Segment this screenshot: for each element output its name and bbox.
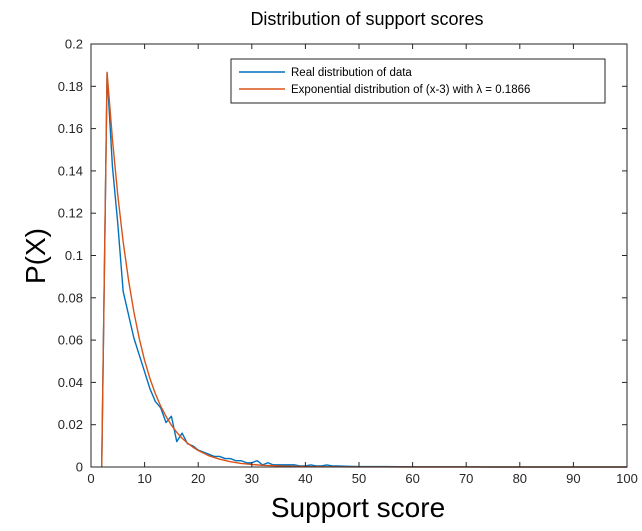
y-tick-label: 0.08 [58,290,83,305]
x-axis-label: Support score [271,492,445,523]
x-tick-label: 90 [566,471,580,486]
x-tick-label: 100 [616,471,638,486]
plot-area [91,44,627,467]
x-tick-label: 10 [137,471,151,486]
x-tick-label: 0 [87,471,94,486]
y-tick-label: 0.2 [65,37,83,52]
legend-label-2: Exponential distribution of (x-3) with λ… [291,84,530,96]
y-tick-label: 0 [76,460,83,475]
y-axis-label: P(X) [20,228,51,284]
y-tick-label: 0.04 [58,375,83,390]
y-tick-label: 0.14 [58,163,83,178]
x-tick-label: 50 [352,471,366,486]
y-tick-label: 0.06 [58,333,83,348]
chart-title: Distribution of support scores [250,9,483,29]
x-tick-label: 30 [245,471,259,486]
legend: Real distribution of data Exponential dis… [230,58,606,104]
y-tick-label: 0.1 [65,248,83,263]
legend-label-1: Real distribution of data [291,67,412,79]
y-tick-label: 0.16 [58,121,83,136]
y-tick-label: 0.18 [58,79,83,94]
axes-layer: 0 10 20 30 40 50 60 70 80 90 100 0 0.02 0.04 0.06 0.08 0… [58,37,638,487]
x-tick-label: 70 [459,471,473,486]
legend-box [230,58,606,104]
y-tick-label: 0.12 [58,206,83,221]
x-tick-label: 40 [298,471,312,486]
x-tick-label: 80 [513,471,527,486]
x-tick-label: 60 [405,471,419,486]
y-tick-label: 0.02 [58,417,83,432]
x-tick-label: 20 [191,471,205,486]
